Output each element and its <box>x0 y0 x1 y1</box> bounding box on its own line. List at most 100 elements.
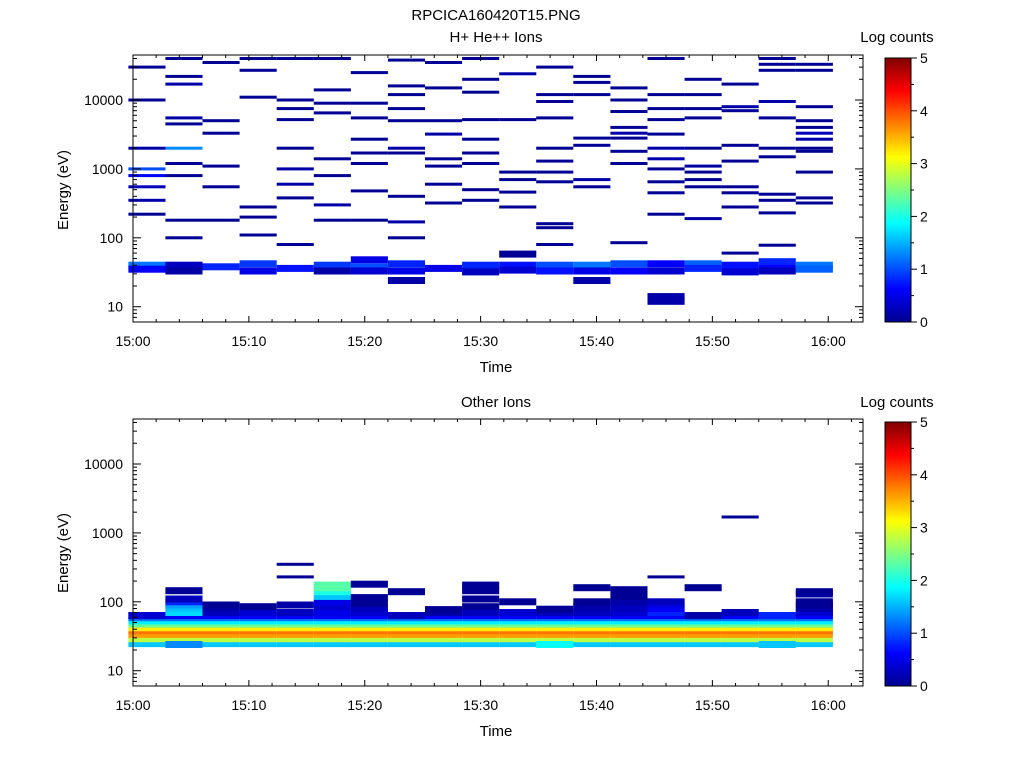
heatmap-cell <box>239 623 277 628</box>
heatmap-cell <box>313 620 351 625</box>
heatmap-cell <box>536 633 574 638</box>
heatmap-cell <box>647 57 685 60</box>
heatmap-cell <box>387 93 425 97</box>
heatmap-cell <box>610 241 648 245</box>
panel-title: H+ He++ Ions <box>450 29 543 46</box>
heatmap-cell <box>536 261 574 269</box>
heatmap-cell <box>165 627 203 632</box>
heatmap-cell <box>350 642 388 648</box>
heatmap-cell <box>610 149 648 153</box>
heatmap-cell <box>536 627 574 632</box>
heatmap-cell <box>165 641 203 648</box>
colorbar-tick-label: 1 <box>920 261 928 277</box>
heatmap-cell <box>276 264 314 272</box>
heatmap-cell <box>239 215 277 219</box>
heatmap-cell <box>647 118 685 122</box>
heatmap-cell <box>684 617 722 622</box>
heatmap-cell <box>387 236 425 240</box>
heatmap-cell <box>684 584 722 592</box>
y-tick-label: 10000 <box>84 456 123 472</box>
heatmap-cell <box>610 125 648 129</box>
x-tick-label: 15:40 <box>579 333 614 349</box>
heatmap-cell <box>313 101 351 105</box>
colorbar-tick-label: 3 <box>920 520 928 536</box>
heatmap-cell <box>721 143 759 147</box>
heatmap-cell <box>128 620 166 625</box>
heatmap-cell <box>758 637 796 643</box>
heatmap-cell <box>647 609 685 616</box>
heatmap-cell <box>350 263 388 271</box>
plot-frame <box>132 418 864 687</box>
heatmap-cell <box>610 617 648 622</box>
heatmap-cell <box>462 268 500 276</box>
heatmap-cell <box>647 260 685 268</box>
heatmap-cell <box>684 170 722 174</box>
y-tick-label: 10 <box>107 663 123 679</box>
heatmap-cell <box>462 587 500 595</box>
heatmap-cell <box>536 630 574 635</box>
heatmap-cell <box>350 267 388 275</box>
heatmap-cell <box>573 603 611 611</box>
heatmap-cell <box>647 293 685 301</box>
heatmap-cell <box>128 630 166 635</box>
heatmap-cell <box>350 637 388 643</box>
heatmap-cell <box>276 107 314 111</box>
heatmap-cell <box>573 178 611 182</box>
heatmap-cell <box>610 592 648 600</box>
heatmap-cell <box>276 623 314 628</box>
heatmap-cell <box>684 630 722 635</box>
heatmap-cell <box>202 609 240 616</box>
heatmap-cell <box>202 601 240 609</box>
heatmap-cell <box>202 131 240 135</box>
heatmap-cell <box>387 637 425 643</box>
colorbar-tick-label: 3 <box>920 156 928 172</box>
heatmap-cell <box>647 212 685 216</box>
heatmap-cell <box>202 627 240 632</box>
heatmap-cell <box>647 191 685 195</box>
heatmap-cell <box>758 116 796 120</box>
heatmap-cell <box>684 146 722 150</box>
heatmap-cell <box>758 198 796 202</box>
heatmap-cell <box>758 612 796 620</box>
heatmap-cell <box>721 617 759 622</box>
heatmap-cell <box>462 77 500 81</box>
heatmap-cell <box>721 82 759 86</box>
x-tick-label: 15:00 <box>115 697 150 713</box>
heatmap-cell <box>313 630 351 635</box>
heatmap-cell <box>462 603 500 611</box>
heatmap-cell <box>165 174 203 178</box>
heatmap-cell <box>573 609 611 616</box>
heatmap-cell <box>165 162 203 165</box>
heatmap-cell <box>647 617 685 622</box>
heatmap-cell <box>684 627 722 632</box>
heatmap-cell <box>387 220 425 224</box>
heatmap-cell <box>350 137 388 141</box>
heatmap-cell <box>795 630 833 635</box>
heatmap-cell <box>128 65 166 69</box>
heatmap-cell <box>425 617 463 622</box>
x-tick-label: 16:00 <box>811 697 846 713</box>
heatmap-cell <box>128 637 166 643</box>
heatmap-cell <box>499 617 537 622</box>
heatmap-cell <box>239 609 277 616</box>
heatmap-cell <box>684 93 722 97</box>
heatmap-cell <box>758 627 796 632</box>
heatmap-cell <box>425 630 463 635</box>
colorbar-tick-label: 0 <box>920 678 928 694</box>
colorbar-tick-label: 2 <box>920 208 928 224</box>
heatmap-cell <box>425 182 463 186</box>
heatmap-cell <box>610 110 648 113</box>
panel-title: Other Ions <box>461 394 531 411</box>
heatmap-cell <box>499 190 537 194</box>
panel-h-he-ions: H+ He++ Ions Log counts 15:00 15:10 15:20 1… <box>55 29 934 376</box>
heatmap-cell <box>462 151 500 155</box>
heatmap-cell <box>647 575 685 579</box>
heatmap-cell <box>425 606 463 614</box>
heatmap-cell <box>462 162 500 165</box>
heatmap-cell <box>721 205 759 209</box>
x-tick-label: 15:40 <box>579 697 614 713</box>
heatmap-cell <box>795 68 833 72</box>
heatmap-cell <box>758 211 796 215</box>
heatmap-cell <box>128 642 166 648</box>
heatmap-cell <box>610 267 648 275</box>
